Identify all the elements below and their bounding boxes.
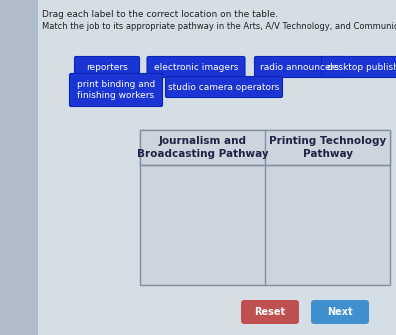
FancyBboxPatch shape (311, 300, 369, 324)
FancyBboxPatch shape (322, 57, 396, 77)
Text: reporters: reporters (86, 63, 128, 71)
Text: Printing Technology
Pathway: Printing Technology Pathway (269, 136, 386, 159)
Bar (0, 0, 38, 335)
Bar (140, 130, 390, 165)
Text: Reset: Reset (255, 307, 286, 317)
FancyBboxPatch shape (255, 57, 345, 77)
Text: electronic imagers: electronic imagers (154, 63, 238, 71)
Text: radio announcers: radio announcers (261, 63, 339, 71)
FancyBboxPatch shape (70, 73, 162, 107)
Text: Drag each label to the correct location on the table.: Drag each label to the correct location … (42, 10, 278, 19)
FancyBboxPatch shape (166, 76, 282, 97)
Text: desktop publishers: desktop publishers (327, 63, 396, 71)
FancyBboxPatch shape (241, 300, 299, 324)
Text: print binding and
finishing workers: print binding and finishing workers (77, 80, 155, 100)
FancyBboxPatch shape (147, 57, 245, 77)
FancyBboxPatch shape (74, 57, 139, 77)
Bar (140, 130, 390, 285)
Text: Match the job to its appropriate pathway in the Arts, A/V Technology, and Commun: Match the job to its appropriate pathway… (42, 22, 396, 31)
Text: Next: Next (327, 307, 353, 317)
Text: studio camera operators: studio camera operators (168, 82, 280, 91)
Text: Journalism and
Broadcasting Pathway: Journalism and Broadcasting Pathway (137, 136, 268, 159)
